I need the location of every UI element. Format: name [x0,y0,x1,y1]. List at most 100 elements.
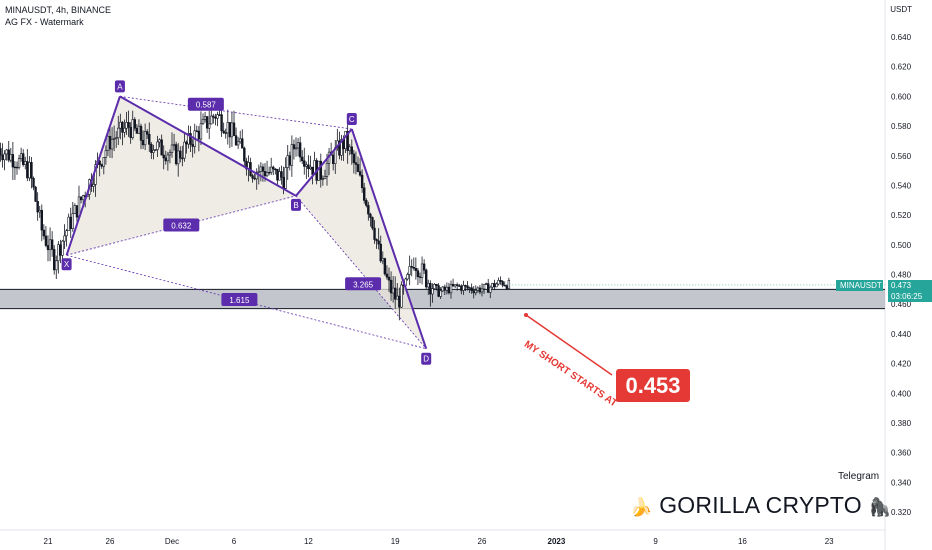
supply-zone [0,289,885,309]
badge-symbol: MINAUSDT [836,280,883,291]
candle-body [110,138,114,150]
y-tick-label: 0.380 [891,419,912,428]
pattern-point-box [61,258,72,271]
candle-body [131,119,134,138]
candle-body [234,135,238,146]
candle-body [104,150,108,158]
candle-body [282,176,285,189]
candle-body [356,164,360,172]
candle-body [424,269,428,288]
candle-body [441,286,444,292]
candle-body [309,166,312,170]
candle-body [48,239,52,251]
candle-body [156,141,159,150]
candle-body [81,195,85,201]
candle-body [400,284,403,308]
candle-body [143,131,147,146]
candle-body [348,146,351,151]
pattern-ratio-line [66,195,297,256]
candle-body [489,286,492,293]
candle-body [371,217,374,229]
candle-body [443,286,446,291]
candle-body [100,164,103,167]
candle-body [462,285,465,291]
x-tick-label: 21 [44,537,53,546]
brand-watermark: 🍌 GORILLA CRYPTO 🦍 [630,492,891,519]
callout-arrow-dot [524,313,528,317]
candle-body [331,154,335,164]
candle-body [311,166,314,175]
y-tick-label: 0.620 [891,63,912,72]
candle-body [79,196,83,201]
candle-body [439,290,442,297]
pattern-ratio-line [295,195,427,349]
pattern-point-box [346,113,357,126]
candle-body [272,166,275,170]
pattern-bcd-fill [296,129,427,349]
candle-body [464,285,467,287]
candle-body [216,114,219,119]
candle-body [325,162,329,177]
candle-body [174,144,178,165]
candle-body [232,122,236,136]
candle-body [455,284,459,286]
candle-body [414,268,418,272]
candle-body [486,283,490,293]
candle-body [220,114,223,132]
ratio-label: 0.632 [171,222,192,231]
candle-body [65,230,68,237]
candle-body [61,240,64,256]
pattern-xab-fill [66,96,296,256]
last-price-badge: MINAUSDT 0.473 03:06:25 [836,280,932,302]
candle-body [474,289,477,294]
candle-body [119,121,122,129]
candle-body [121,121,124,133]
candle-body [189,133,192,145]
x-tick-label: 19 [391,537,400,546]
candle-body [305,164,308,167]
candle-body [352,153,356,163]
candle-body [408,266,411,275]
candle-body [493,283,496,288]
candle-body [164,157,167,162]
candle-body [52,249,56,271]
candle-body [319,160,322,180]
pattern-leg [119,95,297,197]
candle-body [358,171,362,176]
candle-body [185,141,188,145]
candle-body [24,161,27,165]
y-tick-label: 0.420 [891,360,912,369]
candle-body [406,274,409,280]
candle-body [17,158,21,168]
candle-body [172,144,176,146]
y-tick-label: 0.440 [891,330,912,339]
candle-body [416,270,420,278]
candle-body [0,148,2,156]
candle-body [377,240,380,245]
candle-body [503,284,506,287]
candle-body [34,186,37,202]
pattern-leg [350,128,428,350]
candle-body [129,126,132,138]
candle-body [154,149,157,151]
candle-body [177,150,180,165]
candle-body [30,162,33,179]
ratio-label-box [187,97,224,111]
candle-body [497,280,500,285]
candle-body [141,140,145,146]
candle-body [385,273,389,278]
candle-body [284,167,287,189]
candle-body [261,166,265,172]
candle-body [269,166,273,173]
y-tick-label: 0.580 [891,122,912,131]
candle-body [21,153,25,165]
candle-body [148,134,151,145]
candle-body [59,244,62,256]
x-tick-label: 2023 [548,537,566,546]
x-tick-label: 6 [232,537,237,546]
ratio-label-box [345,277,382,291]
y-tick-label: 0.640 [891,33,912,42]
candle-body [137,125,141,134]
